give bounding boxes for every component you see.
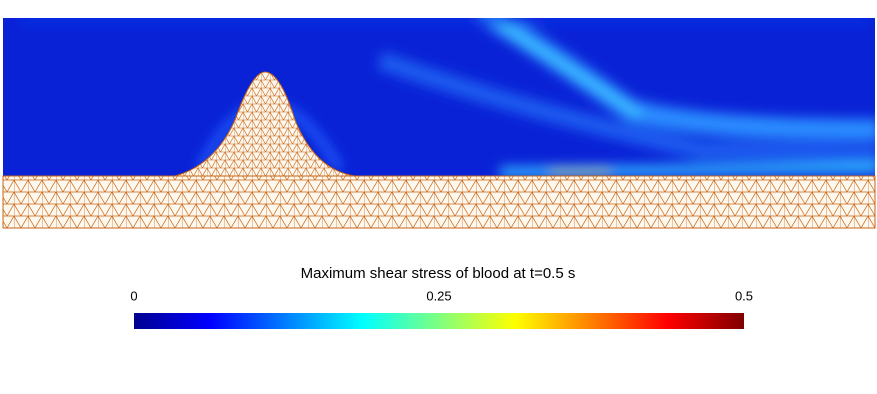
colorbar-title: Maximum shear stress of blood at t=0.5 s [301,265,576,282]
colorbar-tick-label: 0 [130,288,137,303]
colorbar [134,313,744,329]
vessel-mesh [2,71,876,229]
flow-field [3,18,875,176]
colorbar-tick-label: 0.25 [426,288,451,303]
colorbar-tick-label: 0.5 [735,288,753,303]
